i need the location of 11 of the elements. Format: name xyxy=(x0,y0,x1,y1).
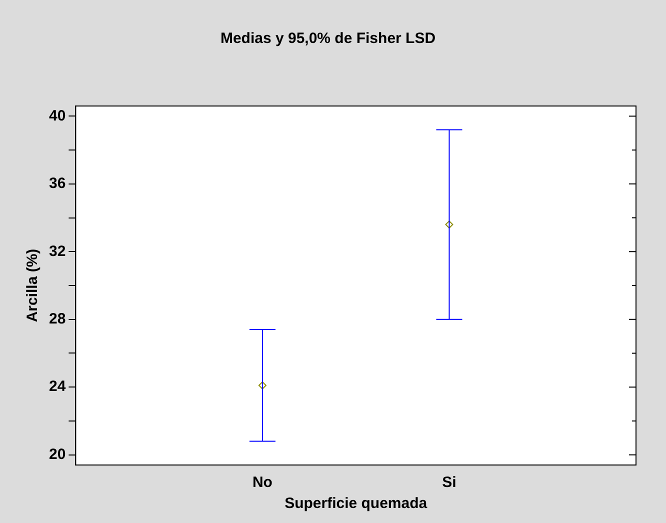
y-tick-label: 20 xyxy=(48,446,66,463)
chart-title: Medias y 95,0% de Fisher LSD xyxy=(220,30,436,48)
x-tick-label: No xyxy=(252,474,272,492)
y-axis-title: Arcilla (%) xyxy=(24,248,42,322)
y-tick-label: 40 xyxy=(48,107,66,124)
y-tick-label: 28 xyxy=(48,310,66,328)
y-tick-label: 36 xyxy=(48,175,66,192)
y-tick-label: 24 xyxy=(48,378,66,396)
x-axis-title: Superficie quemada xyxy=(284,495,428,512)
x-tick-label: Si xyxy=(442,474,456,492)
y-tick-label: 32 xyxy=(48,242,66,260)
